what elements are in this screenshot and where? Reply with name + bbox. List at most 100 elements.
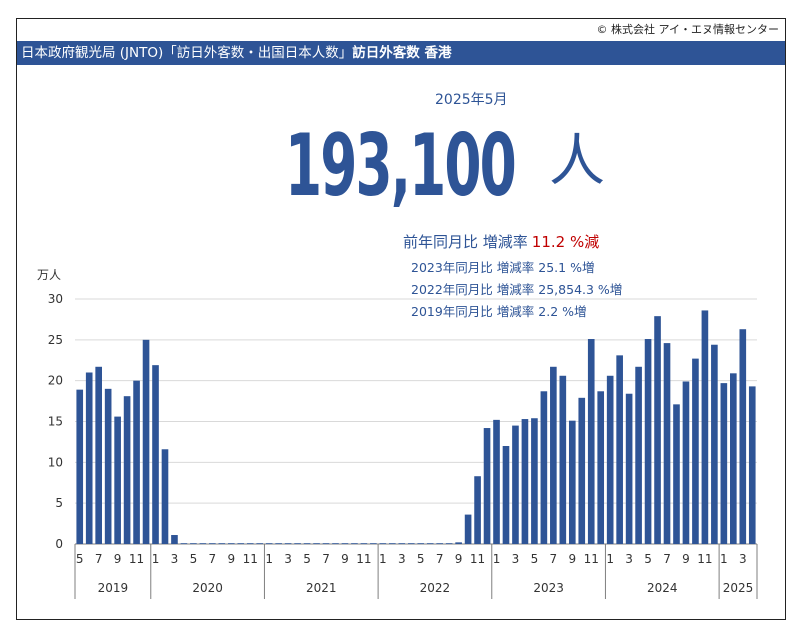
report-frame: © 株式会社 アイ・エヌ情報センター 日本政府観光局 (JNTO)「訪日外客数・… (16, 18, 786, 620)
bar-2021-12 (370, 543, 377, 544)
year-label-2019: 2019 (98, 581, 129, 595)
bar-2020-5 (190, 543, 197, 544)
bar-2025-1 (720, 383, 728, 544)
bar-2021-5 (303, 543, 311, 544)
bar-2023-1 (493, 419, 500, 544)
bar-2022-5 (417, 543, 425, 544)
bar-2021-4 (294, 543, 301, 544)
x-tick-label: 3 (171, 552, 179, 566)
bar-2019-11 (133, 380, 140, 544)
yoy-2023: 2023年同月比 増減率 25.1 %増 (411, 257, 594, 276)
bar-2020-4 (180, 543, 188, 544)
x-tick-label: 11 (129, 552, 144, 566)
x-tick-label: 7 (663, 552, 671, 566)
bar-2024-3 (625, 393, 633, 544)
year-label-2025: 2025 (723, 581, 754, 595)
bar-2025-2 (730, 373, 737, 544)
yoy-2022: 2022年同月比 増減率 25,854.3 %増 (411, 279, 622, 298)
x-tick-label: 11 (243, 552, 258, 566)
y-axis-label: 万人 (37, 268, 61, 282)
year-label-2024: 2024 (647, 581, 678, 595)
x-tick-label: 11 (697, 552, 712, 566)
x-tick-label: 1 (493, 552, 501, 566)
x-tick-label: 5 (190, 552, 198, 566)
bar-2023-4 (521, 419, 529, 544)
x-tick-label: 1 (152, 552, 160, 566)
bar-2025-4 (748, 386, 756, 544)
bar-2019-6 (85, 372, 93, 544)
x-tick-label: 7 (209, 552, 217, 566)
x-tick-label: 1 (606, 552, 614, 566)
x-tick-label: 7 (550, 552, 558, 566)
x-tick-label: 7 (436, 552, 444, 566)
bar-2024-2 (616, 355, 623, 544)
bar-2024-12 (711, 344, 718, 544)
bar-2021-2 (275, 543, 282, 544)
title-bold: 訪日外客数 香港 (352, 45, 452, 61)
bar-2023-7 (550, 366, 557, 544)
bar-2024-4 (635, 366, 642, 544)
bar-2022-2 (389, 543, 396, 544)
bar-2024-5 (644, 339, 652, 544)
yoy-main: 前年同月比 増減率 11.2 %減 (403, 231, 599, 252)
bar-2022-6 (426, 543, 434, 544)
bar-2025-3 (739, 329, 747, 544)
x-tick-label: 3 (739, 552, 747, 566)
year-label-2020: 2020 (192, 581, 223, 595)
year-label-2021: 2021 (306, 581, 337, 595)
bar-2020-9 (227, 543, 235, 544)
x-tick-label: 7 (322, 552, 330, 566)
title-banner: 日本政府観光局 (JNTO)「訪日外客数・出国日本人数」訪日外客数 香港 (17, 41, 785, 65)
bar-2019-12 (142, 339, 150, 544)
bar-2022-4 (407, 543, 415, 544)
x-tick-label: 3 (625, 552, 633, 566)
headline-unit: 人 (549, 129, 605, 194)
yoy-main-label: 前年同月比 増減率 (403, 233, 528, 251)
yoy-2022-label: 2022年同月比 増減率 (411, 282, 535, 297)
year-label-2023: 2023 (533, 581, 564, 595)
bar-2023-5 (531, 418, 538, 544)
bar-2022-8 (445, 543, 453, 544)
x-tick-label: 3 (284, 552, 292, 566)
bar-2021-3 (284, 543, 292, 544)
x-tick-label: 1 (379, 552, 387, 566)
x-tick-label: 9 (682, 552, 690, 566)
y-tick-label: 15 (48, 415, 63, 429)
bar-2021-10 (351, 543, 358, 544)
bar-2024-1 (606, 375, 614, 544)
bar-2019-9 (114, 416, 121, 544)
bar-2022-7 (436, 543, 443, 544)
bar-2023-9 (568, 420, 576, 544)
bar-2023-8 (559, 375, 567, 544)
bar-2020-12 (256, 543, 264, 544)
x-tick-label: 11 (356, 552, 371, 566)
x-tick-label: 9 (114, 552, 122, 566)
yoy-2023-label: 2023年同月比 増減率 (411, 260, 535, 275)
y-tick-label: 5 (55, 496, 63, 510)
yoy-2019-rate: 2.2 %増 (538, 304, 587, 319)
x-tick-label: 9 (455, 552, 463, 566)
x-tick-label: 3 (512, 552, 520, 566)
yoy-2019-label: 2019年同月比 増減率 (411, 304, 535, 319)
bar-2023-3 (512, 425, 519, 544)
bar-2020-6 (199, 543, 207, 544)
bar-2022-10 (464, 514, 472, 544)
bar-2021-9 (341, 543, 349, 544)
year-label-2022: 2022 (420, 581, 451, 595)
yoy-2022-rate: 25,854.3 %増 (538, 282, 623, 297)
y-tick-label: 25 (48, 333, 63, 347)
bar-2022-11 (474, 476, 481, 544)
bar-2022-12 (483, 428, 491, 544)
bar-2022-3 (398, 543, 406, 544)
bar-2021-11 (360, 543, 368, 544)
bar-2019-7 (95, 366, 102, 544)
x-tick-label: 5 (644, 552, 652, 566)
x-tick-label: 11 (584, 552, 599, 566)
x-tick-label: 5 (417, 552, 425, 566)
copyright-text: © 株式会社 アイ・エヌ情報センター (596, 23, 779, 36)
x-tick-label: 1 (720, 552, 728, 566)
bar-2023-2 (502, 446, 510, 544)
bar-2021-6 (313, 543, 320, 544)
y-tick-label: 10 (48, 455, 63, 469)
